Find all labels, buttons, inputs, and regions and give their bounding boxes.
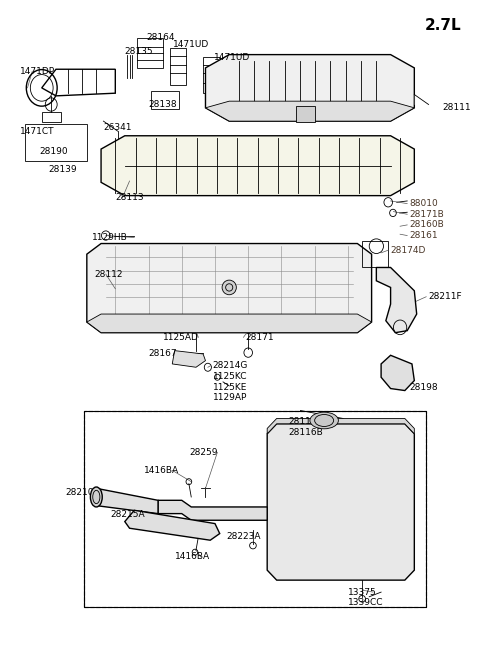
- Bar: [137, 38, 163, 68]
- Bar: [151, 91, 180, 109]
- Text: 1471UD: 1471UD: [214, 53, 250, 62]
- Text: 28210: 28210: [65, 488, 94, 497]
- Text: 1416BA: 1416BA: [175, 552, 210, 561]
- Text: 28215A: 28215A: [110, 510, 145, 520]
- Ellipse shape: [310, 412, 338, 429]
- Text: 1125KE: 1125KE: [213, 383, 247, 391]
- Bar: [84, 411, 426, 607]
- Ellipse shape: [90, 487, 102, 507]
- Text: 1129AP: 1129AP: [213, 393, 247, 402]
- Text: 1471CT: 1471CT: [20, 127, 55, 136]
- Polygon shape: [87, 244, 372, 333]
- Text: 28214G: 28214G: [213, 361, 248, 371]
- Text: 88010: 88010: [409, 199, 438, 208]
- Polygon shape: [205, 101, 414, 121]
- Bar: [42, 112, 60, 122]
- Ellipse shape: [222, 280, 236, 295]
- Polygon shape: [96, 488, 158, 514]
- Text: 1339CC: 1339CC: [348, 599, 384, 607]
- Text: 28138: 28138: [148, 100, 177, 109]
- Text: 1125AD: 1125AD: [163, 333, 199, 342]
- Text: 1129HB: 1129HB: [92, 233, 127, 242]
- Polygon shape: [205, 55, 414, 121]
- Bar: [203, 57, 220, 94]
- Polygon shape: [158, 500, 267, 520]
- Text: 28259: 28259: [189, 448, 217, 457]
- Text: 1416BA: 1416BA: [144, 466, 179, 475]
- Text: 28190: 28190: [39, 146, 68, 156]
- Text: 28171: 28171: [246, 333, 275, 342]
- Text: 13375: 13375: [348, 588, 377, 597]
- Text: 28113: 28113: [115, 193, 144, 202]
- Text: 28164: 28164: [146, 33, 175, 43]
- Polygon shape: [381, 355, 414, 391]
- Polygon shape: [87, 314, 372, 333]
- Text: 28171B: 28171B: [409, 210, 444, 218]
- Text: 1471UD: 1471UD: [173, 40, 209, 49]
- Text: 28167: 28167: [148, 349, 177, 359]
- Text: 28112: 28112: [94, 270, 122, 279]
- Polygon shape: [125, 510, 220, 540]
- Text: 28174D: 28174D: [391, 246, 426, 255]
- Text: 28211F: 28211F: [429, 292, 462, 301]
- Polygon shape: [101, 136, 414, 196]
- Text: 28161: 28161: [409, 231, 438, 240]
- Text: 2.7L: 2.7L: [424, 18, 461, 33]
- Text: 28111: 28111: [443, 104, 471, 112]
- Polygon shape: [267, 418, 414, 434]
- Bar: [296, 106, 315, 122]
- Text: 28117F: 28117F: [288, 418, 322, 426]
- Text: 28198: 28198: [409, 383, 438, 391]
- Text: 28139: 28139: [49, 164, 77, 174]
- Text: 28116B: 28116B: [288, 428, 324, 437]
- Bar: [170, 48, 187, 85]
- Text: 28223A: 28223A: [227, 532, 261, 540]
- Text: 26341: 26341: [103, 124, 132, 132]
- Polygon shape: [267, 424, 414, 580]
- Text: 1125KC: 1125KC: [213, 372, 247, 381]
- Text: 28160B: 28160B: [409, 220, 444, 229]
- Text: 28135: 28135: [125, 47, 153, 56]
- Bar: [25, 124, 87, 161]
- Polygon shape: [376, 267, 417, 333]
- Text: 1471DP: 1471DP: [20, 67, 56, 75]
- Bar: [84, 411, 426, 607]
- Bar: [362, 241, 388, 267]
- Polygon shape: [172, 351, 205, 367]
